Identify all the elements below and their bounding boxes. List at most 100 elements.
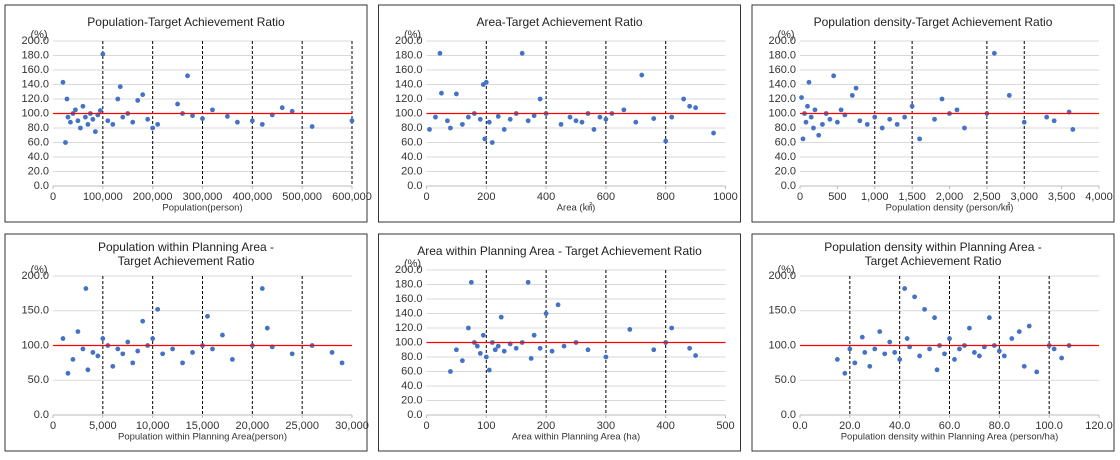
data-point [110, 363, 116, 369]
data-point [932, 116, 937, 122]
y-tick-label: 160.0 [21, 64, 49, 76]
data-point [130, 119, 136, 125]
x-tick-label: 0 [797, 191, 803, 203]
data-point [627, 327, 633, 332]
data-point [800, 136, 806, 142]
data-point [230, 357, 235, 362]
data-point [175, 101, 180, 107]
x-tick-label: 600,000 [332, 191, 372, 203]
x-tick-label: 15,000 [186, 420, 220, 432]
chart-title: Population density-Target Achievement Ra… [814, 15, 1053, 29]
data-point [799, 95, 804, 100]
x-tick-label: 60.0 [939, 420, 960, 432]
data-point [234, 119, 240, 125]
data-point [459, 121, 465, 127]
data-point [454, 347, 459, 353]
data-point [448, 369, 453, 374]
y-tick-label: 40.0 [28, 151, 49, 163]
data-point [83, 286, 89, 291]
data-point [952, 357, 957, 362]
data-point [977, 353, 982, 359]
data-point [669, 114, 675, 120]
x-tick-label: 3,000 [1010, 191, 1038, 203]
data-point [972, 350, 977, 355]
data-point [519, 50, 525, 56]
data-point [947, 336, 952, 341]
data-point [445, 118, 450, 124]
data-point [82, 114, 88, 120]
data-point [857, 118, 863, 124]
data-point [495, 343, 501, 349]
y-tick-label: 0.0 [34, 409, 49, 421]
data-point [140, 92, 146, 98]
data-point [100, 51, 106, 57]
data-point [135, 98, 141, 103]
data-point [687, 103, 693, 109]
data-point [1009, 336, 1015, 341]
data-point [339, 360, 345, 366]
data-point [909, 103, 915, 109]
data-point [852, 360, 858, 366]
data-point [1059, 355, 1065, 361]
data-point [433, 114, 438, 120]
data-point [867, 363, 873, 369]
data-point [150, 336, 156, 341]
x-tick-label: 500,000 [282, 191, 322, 203]
x-tick-label: 800 [657, 191, 675, 203]
y-tick-label: 160.0 [395, 293, 423, 305]
x-axis-label: Population(person) [162, 203, 242, 214]
data-point [922, 306, 927, 312]
y-unit: (%) [30, 264, 47, 276]
x-tick-label: 0 [50, 191, 56, 203]
y-tick-label: 100.0 [768, 107, 796, 119]
y-unit: (%) [404, 258, 421, 270]
data-point [1006, 92, 1012, 98]
data-point [105, 118, 111, 124]
chart-title: Area-Target Achievement Ratio [476, 15, 642, 29]
data-point [477, 350, 483, 356]
data-point [70, 357, 76, 362]
data-point [986, 315, 992, 321]
data-point [1001, 353, 1007, 359]
x-tick-label: 200 [537, 420, 555, 432]
data-point [507, 116, 513, 122]
x-tick-label: 1000 [713, 191, 737, 203]
x-tick-label: 400 [537, 191, 555, 203]
data-point [477, 116, 483, 122]
data-point [483, 354, 489, 360]
data-point [859, 334, 865, 340]
data-point [585, 347, 591, 353]
data-point [808, 114, 814, 120]
y-tick-label: 100.0 [21, 107, 49, 119]
y-tick-label: 20.0 [401, 394, 422, 406]
data-point [117, 84, 123, 90]
data-point [489, 140, 495, 145]
x-tick-label: 20.0 [839, 420, 860, 432]
data-point [812, 107, 818, 113]
data-point [996, 348, 1002, 354]
data-point [259, 121, 265, 127]
y-unit: (%) [777, 264, 794, 276]
data-point [483, 79, 489, 85]
data-point [125, 339, 131, 345]
data-point [939, 96, 945, 102]
y-tick-label: 60.0 [401, 136, 422, 148]
data-point [991, 50, 997, 56]
data-point [90, 350, 96, 355]
data-point [543, 311, 549, 316]
data-point [1051, 118, 1057, 124]
data-point [349, 118, 355, 124]
data-point [962, 125, 967, 131]
data-point [474, 343, 480, 349]
x-tick-label: 2,500 [973, 191, 1001, 203]
data-point [155, 306, 161, 312]
data-point [73, 107, 78, 113]
y-tick-label: 180.0 [395, 278, 423, 290]
chart-title: Population density within Planning Area … [824, 240, 1041, 254]
data-point [501, 348, 507, 354]
x-tick-label: 100.0 [1035, 420, 1063, 432]
data-point [525, 118, 531, 124]
data-point [97, 108, 103, 113]
chart-title: Population-Target Achievement Ratio [87, 15, 285, 29]
